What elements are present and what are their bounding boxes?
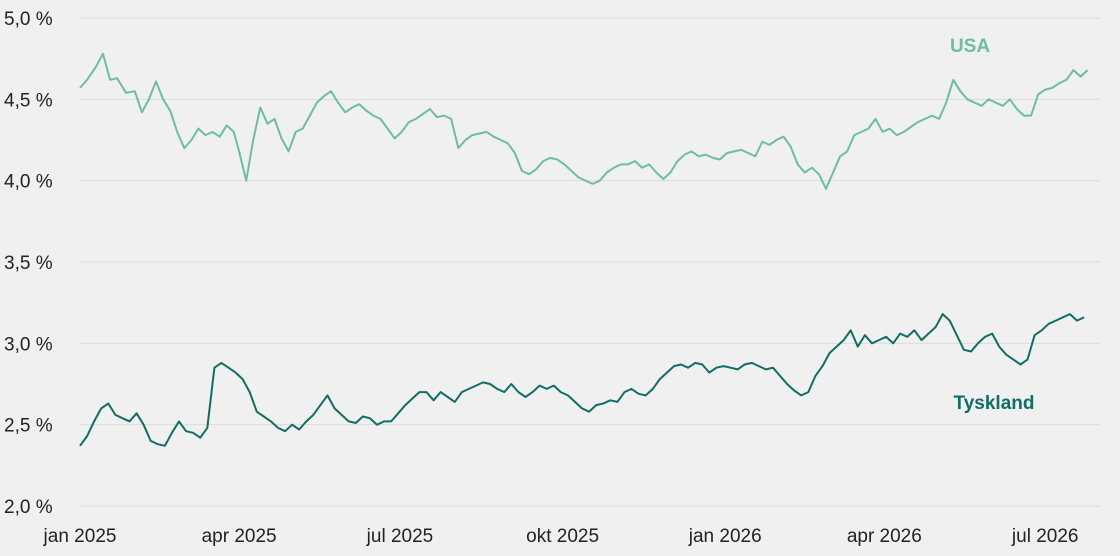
series-label-tyskland: Tyskland: [954, 393, 1035, 414]
y-tick-label: 4,5 %: [4, 90, 53, 111]
x-tick-label: jul 2025: [366, 526, 434, 547]
y-tick-label: 5,0 %: [4, 9, 53, 30]
x-axis-ticks: jan 2025 apr 2025 jul 2025 okt 2025 jan 2026…: [43, 526, 1079, 547]
x-tick-label: apr 2026: [847, 526, 922, 547]
y-tick-label: 2,5 %: [4, 416, 53, 437]
x-tick-label: okt 2025: [526, 526, 599, 547]
series-line-tyskland: [79, 313, 1085, 447]
y-tick-label: 2,0 %: [4, 497, 53, 518]
series-label-usa: USA: [950, 36, 990, 57]
x-tick-label: apr 2025: [202, 526, 277, 547]
gridlines: [80, 17, 1100, 507]
y-tick-label: 3,5 %: [4, 253, 53, 274]
x-tick-label: jan 2026: [688, 526, 762, 547]
y-tick-label: 4,0 %: [4, 172, 53, 193]
y-tick-label: 3,0 %: [4, 334, 53, 355]
x-tick-label: jul 2026: [1011, 526, 1079, 547]
series-lines: [79, 52, 1089, 447]
series-line-usa: [79, 52, 1089, 190]
x-tick-label: jan 2025: [43, 526, 117, 547]
y-axis-ticks: 5,0 % 4,5 % 4,0 % 3,5 % 3,0 % 2,5 % 2,0 %: [4, 9, 53, 518]
